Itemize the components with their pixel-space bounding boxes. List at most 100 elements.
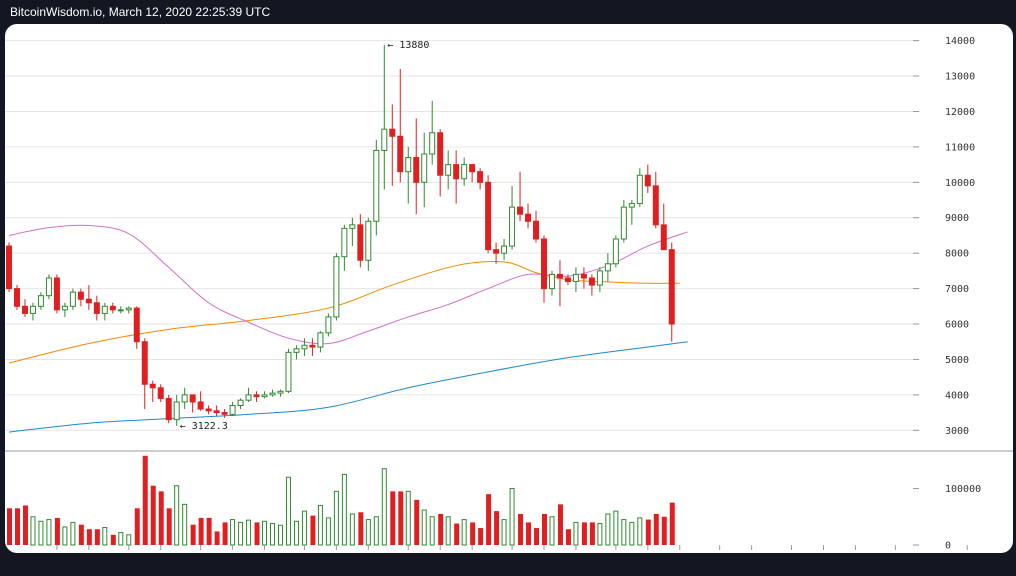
volume-bar	[62, 526, 68, 546]
candle-body	[381, 128, 388, 151]
candle-body	[437, 132, 444, 176]
candle-body	[556, 273, 563, 279]
volume-bar	[390, 491, 396, 545]
volume-bar	[581, 522, 587, 545]
volume-bar	[94, 529, 100, 545]
candle-body	[564, 277, 571, 283]
volume-bar	[78, 524, 84, 545]
y-tick-label: 11000	[945, 142, 975, 153]
candle-body	[61, 305, 68, 311]
volume-bar	[461, 519, 467, 546]
volume-bar	[30, 516, 36, 546]
candle-body	[612, 238, 619, 265]
candle-body	[533, 220, 540, 240]
candle-body	[349, 224, 356, 229]
volume-bar	[270, 523, 276, 546]
volume-bar	[142, 455, 148, 545]
annotations: ← 13880 ← 3122.3	[180, 40, 430, 432]
volume-bar	[661, 516, 667, 545]
candle-body	[285, 351, 292, 392]
volume-bar	[501, 519, 507, 546]
volume-bar	[38, 520, 44, 546]
volume-bar	[534, 528, 540, 545]
candle-body	[341, 227, 348, 258]
candle-body	[37, 295, 44, 307]
volume-bar	[126, 534, 132, 546]
volume-bar	[254, 522, 260, 545]
volume-bar	[518, 513, 524, 545]
volume-bar	[429, 516, 435, 546]
candle-body	[485, 181, 492, 251]
candle-body	[548, 273, 555, 290]
volume-bar	[301, 510, 307, 546]
chart-panel[interactable]: 14000 13000 12000 11000 10000 9000 8000 7000 600…	[5, 24, 1013, 553]
candle-body	[620, 206, 627, 240]
price-annotation: ← 13880	[387, 40, 429, 51]
candle-body	[205, 408, 212, 412]
volume-tick-label: 100000	[945, 484, 981, 495]
candle-body	[373, 149, 380, 222]
volume-bar	[589, 522, 595, 545]
candle-body	[101, 305, 108, 314]
volume-bar	[46, 519, 52, 546]
volume-bar	[358, 512, 364, 545]
volume-bar	[549, 516, 555, 546]
volume-bar	[381, 468, 387, 546]
candle-body	[397, 135, 404, 173]
candle-body	[453, 164, 460, 180]
volume-bar	[134, 508, 140, 545]
candle-body	[293, 348, 300, 353]
candle-body	[165, 397, 172, 421]
volume-bar	[341, 473, 347, 546]
candle-body	[6, 245, 12, 290]
candle-body	[13, 288, 20, 307]
volume-bar	[22, 505, 28, 545]
candle-body	[213, 410, 220, 414]
volume-bar	[541, 513, 547, 545]
candle-body	[149, 383, 156, 389]
volume-bar	[438, 513, 444, 545]
candle-body	[572, 273, 579, 283]
volume-bar	[246, 519, 252, 546]
volume-bar	[470, 522, 476, 545]
candle-body	[53, 277, 60, 311]
moving-average-blue	[8, 341, 688, 433]
price-annotation: ← 3122.3	[180, 421, 228, 432]
volume-tick-label: 0	[945, 541, 951, 552]
candle-body	[628, 203, 635, 208]
volume-bar	[70, 521, 76, 546]
candle-body	[429, 132, 436, 155]
candle-body	[117, 309, 124, 312]
moving-average-purple	[8, 224, 688, 345]
candle-body	[157, 387, 164, 399]
volume-bar	[349, 513, 355, 546]
volume-bar	[198, 517, 204, 545]
candle-body	[221, 412, 228, 415]
candle-body	[501, 245, 508, 254]
volume-bars	[7, 455, 675, 546]
volume-bar	[421, 509, 427, 546]
volume-bar	[454, 523, 460, 545]
volume-bar	[222, 522, 228, 545]
volume-bar	[317, 504, 323, 546]
candle-body	[588, 277, 595, 286]
price-chart[interactable]: 14000 13000 12000 11000 10000 9000 8000 7000 600…	[5, 24, 1013, 553]
y-tick-label: 12000	[945, 107, 975, 118]
volume-bar	[238, 521, 244, 546]
candle-body	[93, 302, 100, 314]
y-tick-label: 6000	[945, 320, 969, 331]
candle-body	[540, 238, 547, 290]
candle-body	[389, 128, 396, 137]
volume-bar	[150, 485, 156, 545]
candle-body	[405, 157, 412, 173]
candle-body	[309, 344, 316, 348]
y-tick-label: 7000	[945, 284, 969, 295]
candle-body	[421, 153, 428, 183]
candle-body	[77, 291, 84, 300]
candle-body	[668, 249, 675, 325]
volume-bar	[373, 516, 379, 546]
y-tick-label: 10000	[945, 178, 975, 189]
candle-body	[21, 305, 28, 314]
candle-body	[509, 206, 516, 247]
volume-bar	[565, 529, 571, 545]
